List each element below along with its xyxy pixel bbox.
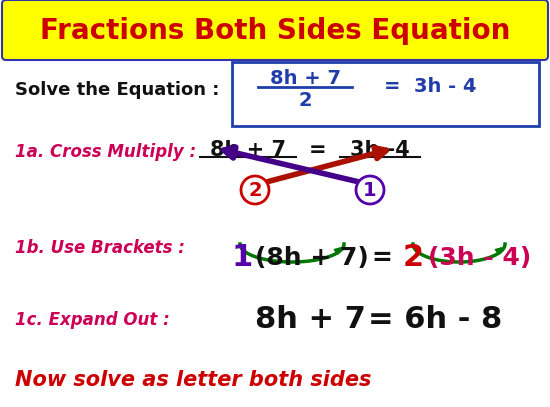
Text: 1b. Use Brackets :: 1b. Use Brackets : bbox=[15, 239, 191, 257]
Text: 8h + 7: 8h + 7 bbox=[255, 306, 365, 335]
Text: 3h -4: 3h -4 bbox=[350, 140, 410, 160]
Text: 1: 1 bbox=[363, 180, 377, 199]
Text: = 6h - 8: = 6h - 8 bbox=[368, 306, 502, 335]
Text: 8h + 7: 8h + 7 bbox=[210, 140, 286, 160]
Text: (8h + 7): (8h + 7) bbox=[255, 246, 369, 270]
Text: (3h - 4): (3h - 4) bbox=[428, 246, 532, 270]
Text: 2: 2 bbox=[298, 90, 312, 109]
Text: 8h + 7: 8h + 7 bbox=[270, 68, 340, 88]
Text: Fractions Both Sides Equation: Fractions Both Sides Equation bbox=[40, 17, 510, 45]
Text: 1a. Cross Multiply :: 1a. Cross Multiply : bbox=[15, 143, 202, 161]
Text: 1: 1 bbox=[232, 243, 252, 273]
Circle shape bbox=[356, 176, 384, 204]
Circle shape bbox=[241, 176, 269, 204]
Text: Solve the Equation :: Solve the Equation : bbox=[15, 81, 225, 99]
Text: 2: 2 bbox=[248, 180, 262, 199]
FancyBboxPatch shape bbox=[2, 0, 548, 60]
Text: =  3h - 4: = 3h - 4 bbox=[384, 77, 476, 96]
Text: 1c. Expand Out :: 1c. Expand Out : bbox=[15, 311, 175, 329]
Text: =: = bbox=[372, 246, 393, 270]
Text: =: = bbox=[309, 140, 327, 160]
FancyBboxPatch shape bbox=[232, 62, 539, 126]
Text: Now solve as letter both sides: Now solve as letter both sides bbox=[15, 370, 371, 390]
Text: 2: 2 bbox=[403, 243, 424, 273]
